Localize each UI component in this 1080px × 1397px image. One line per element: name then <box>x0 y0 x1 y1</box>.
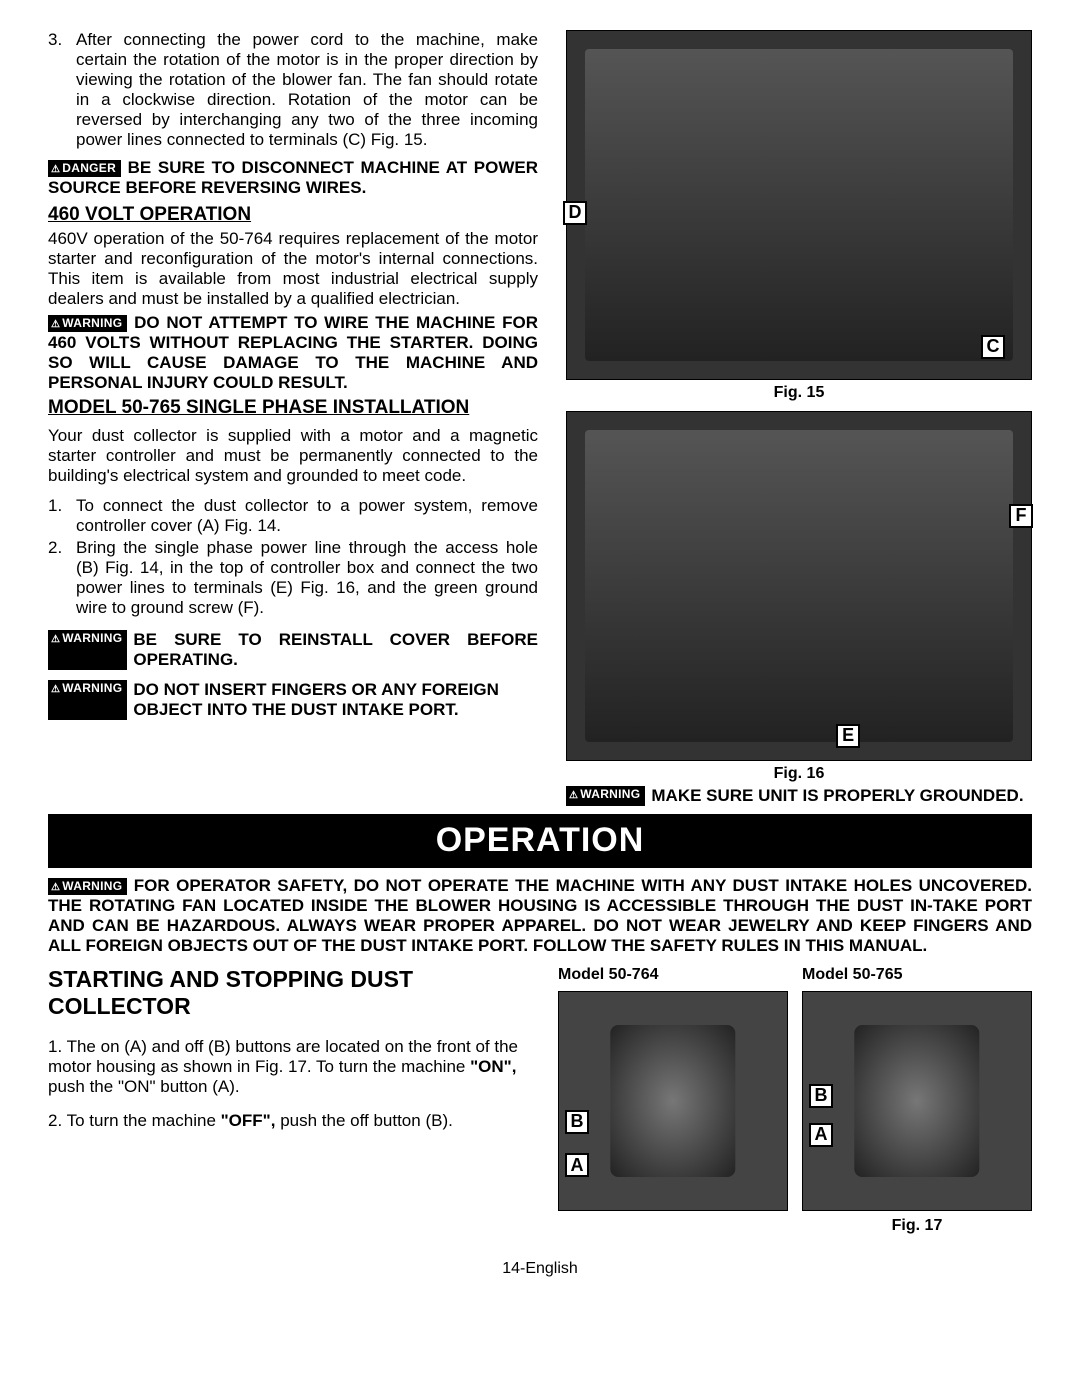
operation-warning-text: FOR OPERATOR SAFETY, DO NOT OPERATE THE … <box>48 876 1032 955</box>
callout-D: D <box>563 201 587 225</box>
upper-columns: 3. After connecting the power cord to th… <box>48 30 1032 806</box>
figure-15-caption: Fig. 15 <box>566 384 1032 403</box>
start-p1c: push the "ON" button (A). <box>48 1077 240 1096</box>
step-765-1: 1. To connect the dust collector to a po… <box>48 496 538 536</box>
heading-765: MODEL 50-765 SINGLE PHASE INSTALLATION <box>48 397 538 419</box>
start-p2c: push the off button (B). <box>275 1111 452 1130</box>
warning-badge-icon: WARNING <box>48 878 127 895</box>
figure-17-caption: Fig. 17 <box>802 1217 1032 1236</box>
warning-460v: WARNING DO NOT ATTEMPT TO WIRE THE MACHI… <box>48 313 538 393</box>
start-p2b: "OFF", <box>221 1111 276 1130</box>
start-p1b: "ON", <box>470 1057 516 1076</box>
step-3: 3. After connecting the power cord to th… <box>48 30 538 150</box>
warning-badge-icon: WARNING <box>48 680 127 720</box>
figure-16-caption: Fig. 16 <box>566 765 1032 784</box>
model-765-col: Model 50-765 B A Fig. 17 <box>802 966 1032 1236</box>
paragraph-765: Your dust collector is supplied with a m… <box>48 426 538 486</box>
page: 3. After connecting the power cord to th… <box>0 0 1080 1299</box>
callout-F: F <box>1009 504 1033 528</box>
step-3-list: 3. After connecting the power cord to th… <box>48 30 538 150</box>
paragraph-460v: 460V operation of the 50-764 requires re… <box>48 229 538 309</box>
warning-badge-icon: WARNING <box>48 630 127 670</box>
bottom-section: STARTING AND STOPPING DUST COLLECTOR 1. … <box>48 966 1032 1236</box>
step-765-2: 2. Bring the single phase power line thr… <box>48 538 538 618</box>
callout-B: B <box>565 1110 589 1134</box>
figure-15-photo: D C <box>566 30 1032 380</box>
page-footer: 14-English <box>48 1260 1032 1279</box>
warning-grounded-text: MAKE SURE UNIT IS PROPERLY GROUNDED. <box>651 786 1032 806</box>
warning-grounded: WARNING MAKE SURE UNIT IS PROPERLY GROUN… <box>566 786 1032 806</box>
start-p2a: 2. To turn the machine <box>48 1111 221 1130</box>
model-764-heading: Model 50-764 <box>558 966 788 985</box>
callout-C: C <box>981 335 1005 359</box>
heading-460v: 460 VOLT OPERATION <box>48 204 538 226</box>
start-p1: 1. The on (A) and off (B) buttons are lo… <box>48 1037 538 1097</box>
warning-reinstall: WARNING BE SURE TO REINSTALL COVER BEFOR… <box>48 630 538 670</box>
steps-765: 1. To connect the dust collector to a po… <box>48 496 538 618</box>
step-765-2-num: 2. <box>48 538 76 618</box>
step-3-text: After connecting the power cord to the m… <box>76 30 538 150</box>
danger-disconnect: DANGER BE SURE TO DISCONNECT MACHINE AT … <box>48 158 538 198</box>
warning-badge-icon: WARNING <box>48 315 127 332</box>
heading-start: STARTING AND STOPPING DUST COLLECTOR <box>48 966 538 1019</box>
start-p1a: 1. The on (A) and off (B) buttons are lo… <box>48 1037 518 1076</box>
bottom-left: STARTING AND STOPPING DUST COLLECTOR 1. … <box>48 966 538 1236</box>
figure-16-photo: F E <box>566 411 1032 761</box>
callout-B: B <box>809 1084 833 1108</box>
step-765-1-num: 1. <box>48 496 76 536</box>
operation-bar: OPERATION <box>48 814 1032 868</box>
left-column: 3. After connecting the power cord to th… <box>48 30 538 806</box>
figure-17-765: B A <box>802 991 1032 1211</box>
step-765-2-text: Bring the single phase power line throug… <box>76 538 538 618</box>
step-3-number: 3. <box>48 30 76 150</box>
bottom-right: Model 50-764 B A Model 50-765 B A Fig. 1… <box>558 966 1032 1236</box>
right-column: D C Fig. 15 F E Fig. 16 WARNING MAKE SUR… <box>566 30 1032 806</box>
callout-A: A <box>809 1123 833 1147</box>
step-765-1-text: To connect the dust collector to a power… <box>76 496 538 536</box>
warning-fingers: WARNING DO NOT INSERT FINGERS OR ANY FOR… <box>48 680 538 720</box>
model-764-col: Model 50-764 B A <box>558 966 788 1236</box>
start-p2: 2. To turn the machine "OFF", push the o… <box>48 1111 538 1131</box>
warning-fingers-text: DO NOT INSERT FINGERS OR ANY FOREIGN OBJ… <box>133 680 538 720</box>
figure-17-764: B A <box>558 991 788 1211</box>
operation-warning: WARNING FOR OPERATOR SAFETY, DO NOT OPER… <box>48 876 1032 956</box>
callout-A: A <box>565 1153 589 1177</box>
callout-E: E <box>836 724 860 748</box>
warning-reinstall-text: BE SURE TO REINSTALL COVER BEFORE OPERAT… <box>133 630 538 670</box>
model-765-heading: Model 50-765 <box>802 966 1032 985</box>
warning-badge-icon: WARNING <box>566 786 645 806</box>
danger-badge-icon: DANGER <box>48 160 121 177</box>
danger-disconnect-text: BE SURE TO DISCONNECT MACHINE AT POWER S… <box>48 158 538 197</box>
